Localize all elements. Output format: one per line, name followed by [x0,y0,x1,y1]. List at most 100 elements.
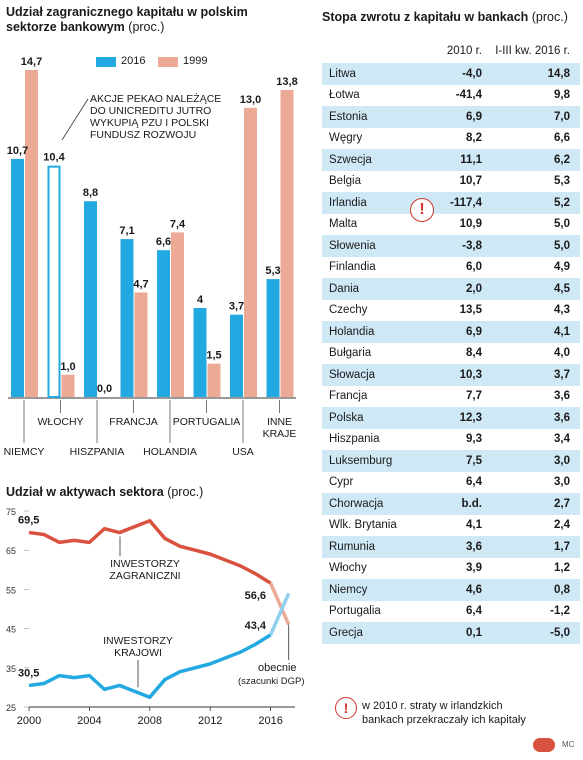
table-row: Chorwacja b.d. 2,7 [322,493,580,515]
table-row: Polska 12,3 3,6 [322,407,580,429]
value-2010-cell: 0,1 [466,626,482,639]
value-2016-cell: 4,0 [554,347,570,360]
bar-2016 [84,201,97,397]
country-cell: Włochy [329,562,367,575]
bar-2016-value-label: 10,7 [7,145,28,157]
value-2010-cell: 2,0 [466,282,482,295]
publisher-logo-icon [533,738,555,752]
table-row: Estonia 6,9 7,0 [322,106,580,128]
value-2016-cell: 2,7 [554,497,570,510]
value-2016-cell: 4,9 [554,261,570,274]
category-label: KRAJE [263,428,297,440]
table-row: Grecja 0,1 -5,0 [322,622,580,644]
bar-2016 [120,239,134,397]
country-cell: Irlandia [329,196,367,209]
category-label: NIEMCY [4,446,45,458]
table-row: Francja 7,7 3,6 [322,386,580,408]
value-2016-cell: 6,6 [554,132,570,145]
bar-2016-value-label: 5,3 [265,265,280,277]
x-tick-label: 2016 [258,715,282,727]
line-chart-title: Udział w aktywach sektora (proc.) [6,485,204,499]
bar-1999-value-label: 1,0 [60,361,75,373]
value-2016-cell: 3,6 [554,390,570,403]
warning-icon: ! [410,198,434,222]
value-2010-cell: 6,4 [466,476,482,489]
domestic-estimate-line [268,592,291,636]
domestic-end-label: 43,4 [245,620,267,632]
value-2010-cell: 4,1 [466,519,482,532]
value-2010-cell: 11,1 [460,153,482,166]
legend-1999-swatch [158,57,178,67]
bar-chart-title: Udział zagranicznego kapitału w polskim … [6,5,248,34]
table-row: Hiszpania 9,3 3,4 [322,429,580,451]
country-cell: Rumunia [329,540,376,553]
legend-2016-swatch [96,57,116,67]
table-row: Finlandia 6,0 4,9 [322,257,580,279]
table-title: Stopa zwrotu z kapitału w bankach (proc.… [322,10,568,24]
country-cell: Wlk. Brytania [329,519,397,532]
domestic-series-line [28,633,272,699]
bar-1999 [25,70,38,397]
country-cell: Niemcy [329,583,368,596]
domestic-start-label: 30,5 [18,667,39,679]
table-row: Rumunia 3,6 1,7 [322,536,580,558]
table-row: Włochy 3,9 1,2 [322,558,580,580]
table-header-row: 2010 r. I-III kw. 2016 r. [322,39,580,63]
value-2010-cell: 7,5 [466,454,482,467]
x-tick-label: 2008 [138,715,162,727]
country-cell: Czechy [329,304,368,317]
value-2010-cell: 8,4 [466,347,482,360]
table-row: Szwecja 11,1 6,2 [322,149,580,171]
table-row: Słowenia -3,8 5,0 [322,235,580,257]
header-2016: I-III kw. 2016 r. [495,45,570,57]
value-2010-cell: 7,7 [466,390,482,403]
country-cell: Dania [329,282,360,295]
country-cell: Grecja [329,626,363,639]
bar-2016 [266,279,280,397]
y-tick-label: 25 [6,703,16,713]
value-2010-cell: -3,8 [462,239,482,252]
category-label: WŁOCHY [37,416,83,428]
bar-1999 [134,292,148,397]
bar-1999 [280,90,294,397]
value-2016-cell: 3,0 [554,476,570,489]
annotation-pointer [61,98,89,141]
country-cell: Węgry [329,132,363,145]
value-2016-cell: -1,2 [550,605,570,618]
x-tick-label: 2004 [77,715,101,727]
y-tick-label: 75 [6,507,16,517]
value-2010-cell: b.d. [461,497,482,510]
value-2016-cell: 5,0 [554,218,570,231]
table-row: Holandia 6,9 4,1 [322,321,580,343]
bar-2016-value-label: 10,4 [43,152,65,164]
bar-2016 [193,308,207,397]
value-2016-cell: 1,7 [554,540,570,553]
country-cell: Słowenia [329,239,376,252]
table-row: Portugalia 6,4 -1,2 [322,601,580,623]
bar-2016 [157,250,170,397]
bar-1999-value-label: 7,4 [170,218,186,230]
footnote-text: w 2010 r. straty w irlandzkich bankach p… [362,700,526,726]
value-2010-cell: 10,9 [459,218,482,231]
bar-2016 [230,314,243,397]
x-tick-label: 2012 [198,715,222,727]
table-row: Luksemburg 7,5 3,0 [322,450,580,472]
country-cell: Estonia [329,110,368,123]
country-cell: Luksemburg [329,454,393,467]
bar-2016-value-label: 8,8 [83,187,98,199]
country-cell: Holandia [329,325,375,338]
bar-2016-value-label: 4 [197,294,204,306]
country-cell: Belgia [329,175,361,188]
foreign-series-line [28,519,272,585]
value-2010-cell: 6,9 [466,110,482,123]
y-tick-label: 45 [6,625,16,635]
value-2010-cell: 6,9 [466,325,482,338]
category-label: FRANCJA [109,416,157,428]
value-2016-cell: 3,0 [554,454,570,467]
country-cell: Portugalia [329,605,381,618]
value-2016-cell: 7,0 [554,110,570,123]
table-row: Cypr 6,4 3,0 [322,472,580,494]
header-2010: 2010 r. [446,45,482,57]
table-row: Malta 10,9 5,0 [322,214,580,236]
